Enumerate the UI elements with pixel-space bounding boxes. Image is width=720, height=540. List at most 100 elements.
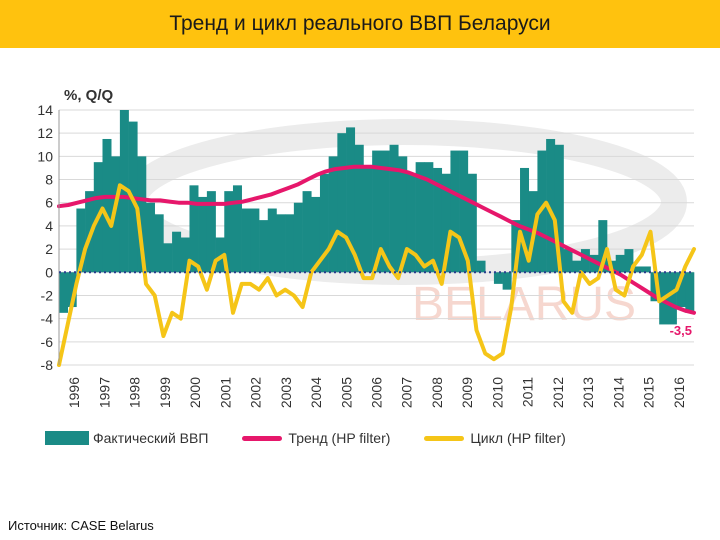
gdp-bar <box>546 138 556 273</box>
gdp-bar <box>198 196 208 273</box>
gdp-bar <box>293 202 303 273</box>
cycle-line <box>57 183 696 367</box>
gdp-bar <box>224 191 234 273</box>
gdp-bar <box>363 167 373 273</box>
gdp-bar <box>346 127 356 273</box>
y-tick-label: 2 <box>45 241 53 257</box>
slide-title-bar: Тренд и цикл реального ВВП Беларуси <box>0 0 720 48</box>
trend-line <box>57 164 696 315</box>
gdp-bar <box>302 191 312 273</box>
gdp-bar <box>615 254 625 273</box>
gdp-bar <box>189 185 199 273</box>
gdp-bar <box>406 173 416 273</box>
y-tick-label: -4 <box>41 311 54 327</box>
axis-layer: 14 12 10 8 6 4 2 0 -2 -4 -6 -8 %, Q/Q -3,5 1996 1997 199… <box>37 87 694 408</box>
gdp-bar <box>180 237 190 273</box>
x-tick-label: 2002 <box>248 377 264 408</box>
y-tick-label: 10 <box>37 148 53 164</box>
gdp-bar <box>232 185 242 273</box>
gdp-bar <box>433 167 443 273</box>
gdp-bar <box>337 133 347 273</box>
x-tick-label: 2013 <box>580 377 596 408</box>
gdp-bar <box>667 272 677 325</box>
gdp-bar <box>380 150 390 273</box>
y-tick-label: 6 <box>45 195 53 211</box>
x-tick-label: 2012 <box>550 377 566 408</box>
gdp-bar <box>154 214 164 273</box>
chart-legend: Фактический ВВП Тренд (HP filter) Цикл (… <box>45 428 600 448</box>
slide-title: Тренд и цикл реального ВВП Беларуси <box>169 12 551 35</box>
gdp-bar <box>354 144 364 273</box>
y-tick-label: 12 <box>37 125 53 141</box>
gdp-bar <box>319 173 329 273</box>
x-tick-label: 1996 <box>66 377 82 408</box>
gdp-bar <box>241 208 251 273</box>
gdp-bar <box>511 220 521 273</box>
source-note: Источник: CASE Belarus <box>8 518 154 533</box>
gdp-bar <box>450 150 460 273</box>
gdp-bar <box>163 243 173 273</box>
gdp-bar <box>311 196 321 273</box>
lines-layer <box>57 164 696 367</box>
gdp-bar <box>59 272 68 313</box>
gdp-bar <box>554 144 564 273</box>
gdp-bar <box>76 208 86 273</box>
gdp-bar <box>372 150 382 273</box>
gdp-bar <box>67 272 77 308</box>
legend-item-trend: Тренд (HP filter) <box>242 430 390 446</box>
y-axis-label: %, Q/Q <box>64 87 114 104</box>
legend-label-cycle: Цикл (HP filter) <box>470 430 566 446</box>
x-tick-label: 2009 <box>459 377 475 408</box>
x-tick-label: 2001 <box>217 377 233 408</box>
gdp-bar <box>259 220 269 273</box>
gdp-bar <box>572 260 582 273</box>
gdp-bar <box>633 266 643 273</box>
legend-label-gdp: Фактический ВВП <box>93 430 209 446</box>
x-tick-label: 2010 <box>489 377 505 408</box>
y-tick-label: -2 <box>41 287 54 303</box>
x-tick-label: 1998 <box>127 377 143 408</box>
gdp-bar <box>685 272 695 313</box>
gdp-bar <box>476 260 486 273</box>
gdp-bar <box>250 208 260 273</box>
gdp-bar <box>598 220 608 273</box>
x-tick-label: 1999 <box>157 377 173 408</box>
legend-item-gdp: Фактический ВВП <box>45 430 208 446</box>
gdp-bar <box>580 249 590 273</box>
gdp-bar <box>145 202 155 273</box>
gdp-bar <box>493 272 503 284</box>
gdp-bar <box>389 144 399 273</box>
x-tick-label: 2016 <box>671 377 687 408</box>
gdp-bar <box>641 266 651 273</box>
gdp-bar <box>467 173 477 273</box>
x-tick-label: 1997 <box>96 377 112 408</box>
y-tick-label: -8 <box>41 357 54 373</box>
gdp-bar <box>415 162 425 273</box>
x-tick-label: 2008 <box>429 377 445 408</box>
gdp-bar <box>459 150 469 273</box>
gdp-bar <box>276 214 286 273</box>
gdp-bar <box>285 214 295 273</box>
gdp-bar <box>676 272 686 308</box>
gdp-bar <box>520 167 530 273</box>
chart-area: BELARUS 14 12 10 8 6 4 2 0 -2 -4 -6 -8 %, Q/Q -3,5 199… <box>14 62 706 462</box>
gdp-bar <box>650 272 660 302</box>
bars-layer <box>59 110 695 325</box>
gdp-bar <box>624 249 634 273</box>
gdp-bar <box>119 110 129 273</box>
gdp-bar <box>102 138 112 273</box>
gdp-bar <box>137 156 147 273</box>
x-tick-label: 2015 <box>641 377 657 408</box>
gdp-chart: BELARUS 14 12 10 8 6 4 2 0 -2 -4 -6 -8 %, Q/Q -3,5 199… <box>37 87 696 408</box>
y-tick-label: 8 <box>45 172 53 188</box>
legend-swatch-gdp <box>45 431 89 445</box>
last-value-label: -3,5 <box>670 323 692 338</box>
gdp-bar <box>502 272 512 290</box>
legend-swatch-trend <box>242 435 283 441</box>
gdp-bar <box>441 173 451 273</box>
gdp-bar <box>215 237 225 273</box>
x-tick-label: 2005 <box>338 377 354 408</box>
x-tick-label: 2000 <box>187 377 203 408</box>
x-tick-label: 2006 <box>369 377 385 408</box>
gdp-bar <box>267 208 277 273</box>
